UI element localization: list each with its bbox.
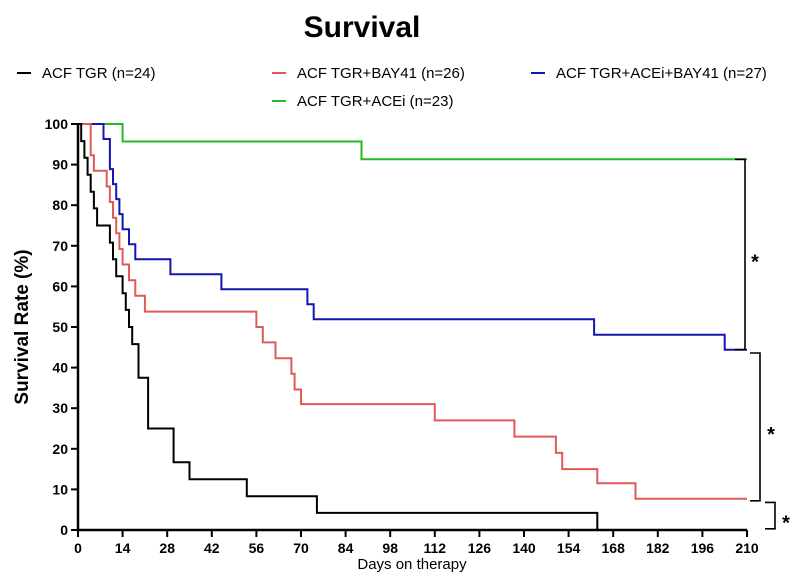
series-line-0 xyxy=(78,123,599,530)
x-tick-label: 14 xyxy=(115,540,131,556)
y-tick-label: 20 xyxy=(52,441,68,457)
x-tick-label: 56 xyxy=(249,540,265,556)
significance-bracket-1 xyxy=(750,352,761,502)
y-tick-label: 90 xyxy=(52,157,68,173)
x-tick-label: 126 xyxy=(468,540,492,556)
significance-star-2: * xyxy=(782,513,790,535)
series-line-3 xyxy=(78,123,747,351)
x-tick-label: 140 xyxy=(512,540,536,556)
y-ticks: 0 10 20 30 40 50 60 70 80 90 100 xyxy=(45,116,78,538)
x-tick-label: 0 xyxy=(74,540,82,556)
x-tick-label: 70 xyxy=(293,540,309,556)
y-axis-label: Survival Rate (%) xyxy=(12,249,33,404)
x-tick-label: 98 xyxy=(382,540,398,556)
x-tick-label: 28 xyxy=(159,540,175,556)
legend-label-3: ACF TGR+ACEi+BAY41 (n=27) xyxy=(556,65,767,82)
significance-bracket-2 xyxy=(765,501,776,530)
x-tick-label: 210 xyxy=(735,540,759,556)
y-tick-label: 60 xyxy=(52,278,68,294)
significance-bracket-0 xyxy=(735,158,746,351)
legend: ACF TGR (n=24) ACF TGR+BAY41 (n=26) ACF TG… xyxy=(17,65,767,110)
legend-label-2: ACF TGR+ACEi (n=23) xyxy=(297,93,453,110)
x-tick-label: 196 xyxy=(691,540,715,556)
x-ticks: 0 14 28 42 56 70 84 98 112 126 140 154 168 182 196 210 xyxy=(74,530,759,556)
series-line-1 xyxy=(78,123,747,500)
series-line-2 xyxy=(78,123,747,161)
y-tick-label: 80 xyxy=(52,197,68,213)
x-axis-label: Days on therapy xyxy=(357,556,467,573)
significance-star-0: * xyxy=(751,252,759,274)
series-group xyxy=(78,123,747,530)
x-tick-label: 154 xyxy=(557,540,581,556)
chart-title: Survival xyxy=(304,11,421,44)
y-tick-label: 40 xyxy=(52,360,68,376)
y-tick-label: 100 xyxy=(45,116,69,132)
legend-label-0: ACF TGR (n=24) xyxy=(42,65,156,82)
y-tick-label: 30 xyxy=(52,400,68,416)
legend-label-1: ACF TGR+BAY41 (n=26) xyxy=(297,65,465,82)
significance-annotations: * * * xyxy=(735,158,790,535)
x-tick-label: 84 xyxy=(338,540,354,556)
x-tick-label: 42 xyxy=(204,540,220,556)
y-tick-label: 50 xyxy=(52,319,68,335)
y-tick-label: 0 xyxy=(60,522,68,538)
significance-star-1: * xyxy=(767,424,775,446)
y-tick-label: 70 xyxy=(52,238,68,254)
x-tick-label: 168 xyxy=(602,540,626,556)
axes xyxy=(76,123,747,532)
x-tick-label: 182 xyxy=(646,540,670,556)
y-tick-label: 10 xyxy=(52,481,68,497)
x-tick-label: 112 xyxy=(424,540,447,556)
